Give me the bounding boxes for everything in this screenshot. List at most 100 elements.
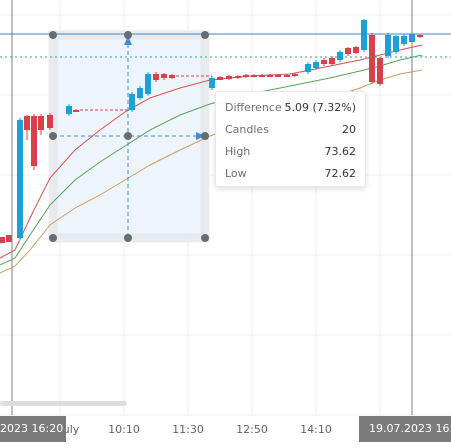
candle-body [161, 74, 167, 78]
candle-down [321, 58, 327, 66]
candle-up [401, 34, 407, 46]
candle-body [226, 76, 232, 79]
low-row: Low 72.62 [225, 167, 356, 181]
candle-body [217, 77, 223, 80]
candle-up [145, 72, 151, 96]
candle-up [137, 86, 143, 100]
low-value: 72.62 [324, 167, 357, 180]
candle-up [313, 60, 319, 70]
candle-body [353, 47, 359, 53]
time-axis-tick: 12:50 [236, 423, 268, 436]
candle-body [393, 36, 399, 52]
candle-body [24, 116, 30, 130]
candle-up [385, 33, 391, 58]
candle-body [345, 48, 351, 54]
candle-body [6, 235, 12, 242]
candle-body [209, 78, 215, 88]
candle-body [145, 74, 151, 94]
circle-handle-icon[interactable] [49, 31, 57, 39]
candle-down [345, 47, 351, 56]
candle-body [73, 110, 79, 112]
selection-handles [49, 31, 209, 242]
circle-handle-icon[interactable] [201, 132, 209, 140]
crosshair-time-label-left: 2023 16:20 [0, 416, 66, 442]
high-value: 73.62 [324, 145, 357, 158]
candle-body [321, 60, 327, 64]
candle-down [243, 74, 249, 78]
candle-body [0, 237, 5, 243]
horizontal-scrollbar[interactable] [0, 401, 127, 406]
candle-body [153, 74, 159, 80]
low-label: Low [225, 167, 247, 180]
candle-body [137, 88, 143, 98]
candle-up [209, 76, 215, 90]
candle-down [284, 74, 290, 77]
candle-down [251, 74, 257, 77]
candle-down [353, 46, 359, 54]
candle-body [284, 75, 290, 77]
difference-row: Difference 5.09 (7.32%) [225, 101, 356, 115]
candle-body [251, 75, 257, 77]
candle-body [17, 120, 23, 238]
circle-handle-icon[interactable] [49, 132, 57, 140]
candle-body [129, 94, 135, 110]
time-axis-tick: 10:10 [108, 423, 140, 436]
candle-body [313, 62, 319, 68]
candle-down [73, 109, 79, 112]
difference-label: Difference [225, 101, 282, 114]
candles-label: Candles [225, 123, 269, 136]
candle-down [31, 114, 37, 170]
ma-fast-line [0, 44, 423, 259]
candle-down [169, 74, 175, 79]
candle-down [292, 73, 298, 77]
candle-body [259, 75, 265, 77]
circle-handle-icon[interactable] [201, 234, 209, 242]
candle-down [267, 74, 273, 77]
candle-body [377, 58, 383, 84]
ma-slow-line [0, 69, 423, 274]
candle-down [369, 33, 375, 84]
circle-handle-icon[interactable] [49, 234, 57, 242]
candle-up [129, 92, 135, 112]
candle-body [235, 76, 241, 78]
candle-body [267, 75, 273, 77]
circle-handle-icon[interactable] [124, 234, 132, 242]
candle-up [305, 62, 311, 74]
candle-body [275, 75, 281, 77]
circle-handle-icon[interactable] [201, 31, 209, 39]
candle-body [417, 35, 423, 37]
candle-down [377, 57, 383, 86]
high-label: High [225, 145, 251, 158]
candle-down [24, 115, 30, 140]
time-axis-tick: 11:30 [172, 423, 204, 436]
candle-down [417, 34, 423, 38]
candle-down [47, 113, 53, 130]
moving-averages [0, 44, 423, 274]
crosshair-time-label-right: 19.07.2023 16:10 [359, 416, 451, 442]
candle-up [361, 19, 367, 52]
candle-body [292, 74, 298, 76]
candle-up [337, 50, 343, 62]
candle-body [361, 20, 367, 50]
circle-handle-icon[interactable] [124, 132, 132, 140]
candle-down [226, 75, 232, 80]
candles-value: 20 [342, 123, 356, 136]
arrow-head-icon [124, 36, 132, 45]
candle-up [17, 118, 23, 240]
candle-up [66, 104, 72, 116]
candle-body [243, 75, 249, 77]
candle-down [275, 74, 281, 77]
candle-body [305, 64, 311, 72]
candle-up [393, 35, 399, 54]
candle-body [337, 52, 343, 60]
high-row: High 73.62 [225, 145, 356, 159]
time-axis-tick: 14:10 [300, 423, 332, 436]
candle-body [169, 75, 175, 78]
candle-down [38, 114, 44, 135]
circle-handle-icon[interactable] [124, 31, 132, 39]
candle-body [38, 116, 44, 130]
candle-body [401, 36, 407, 44]
candle-down [259, 74, 265, 77]
